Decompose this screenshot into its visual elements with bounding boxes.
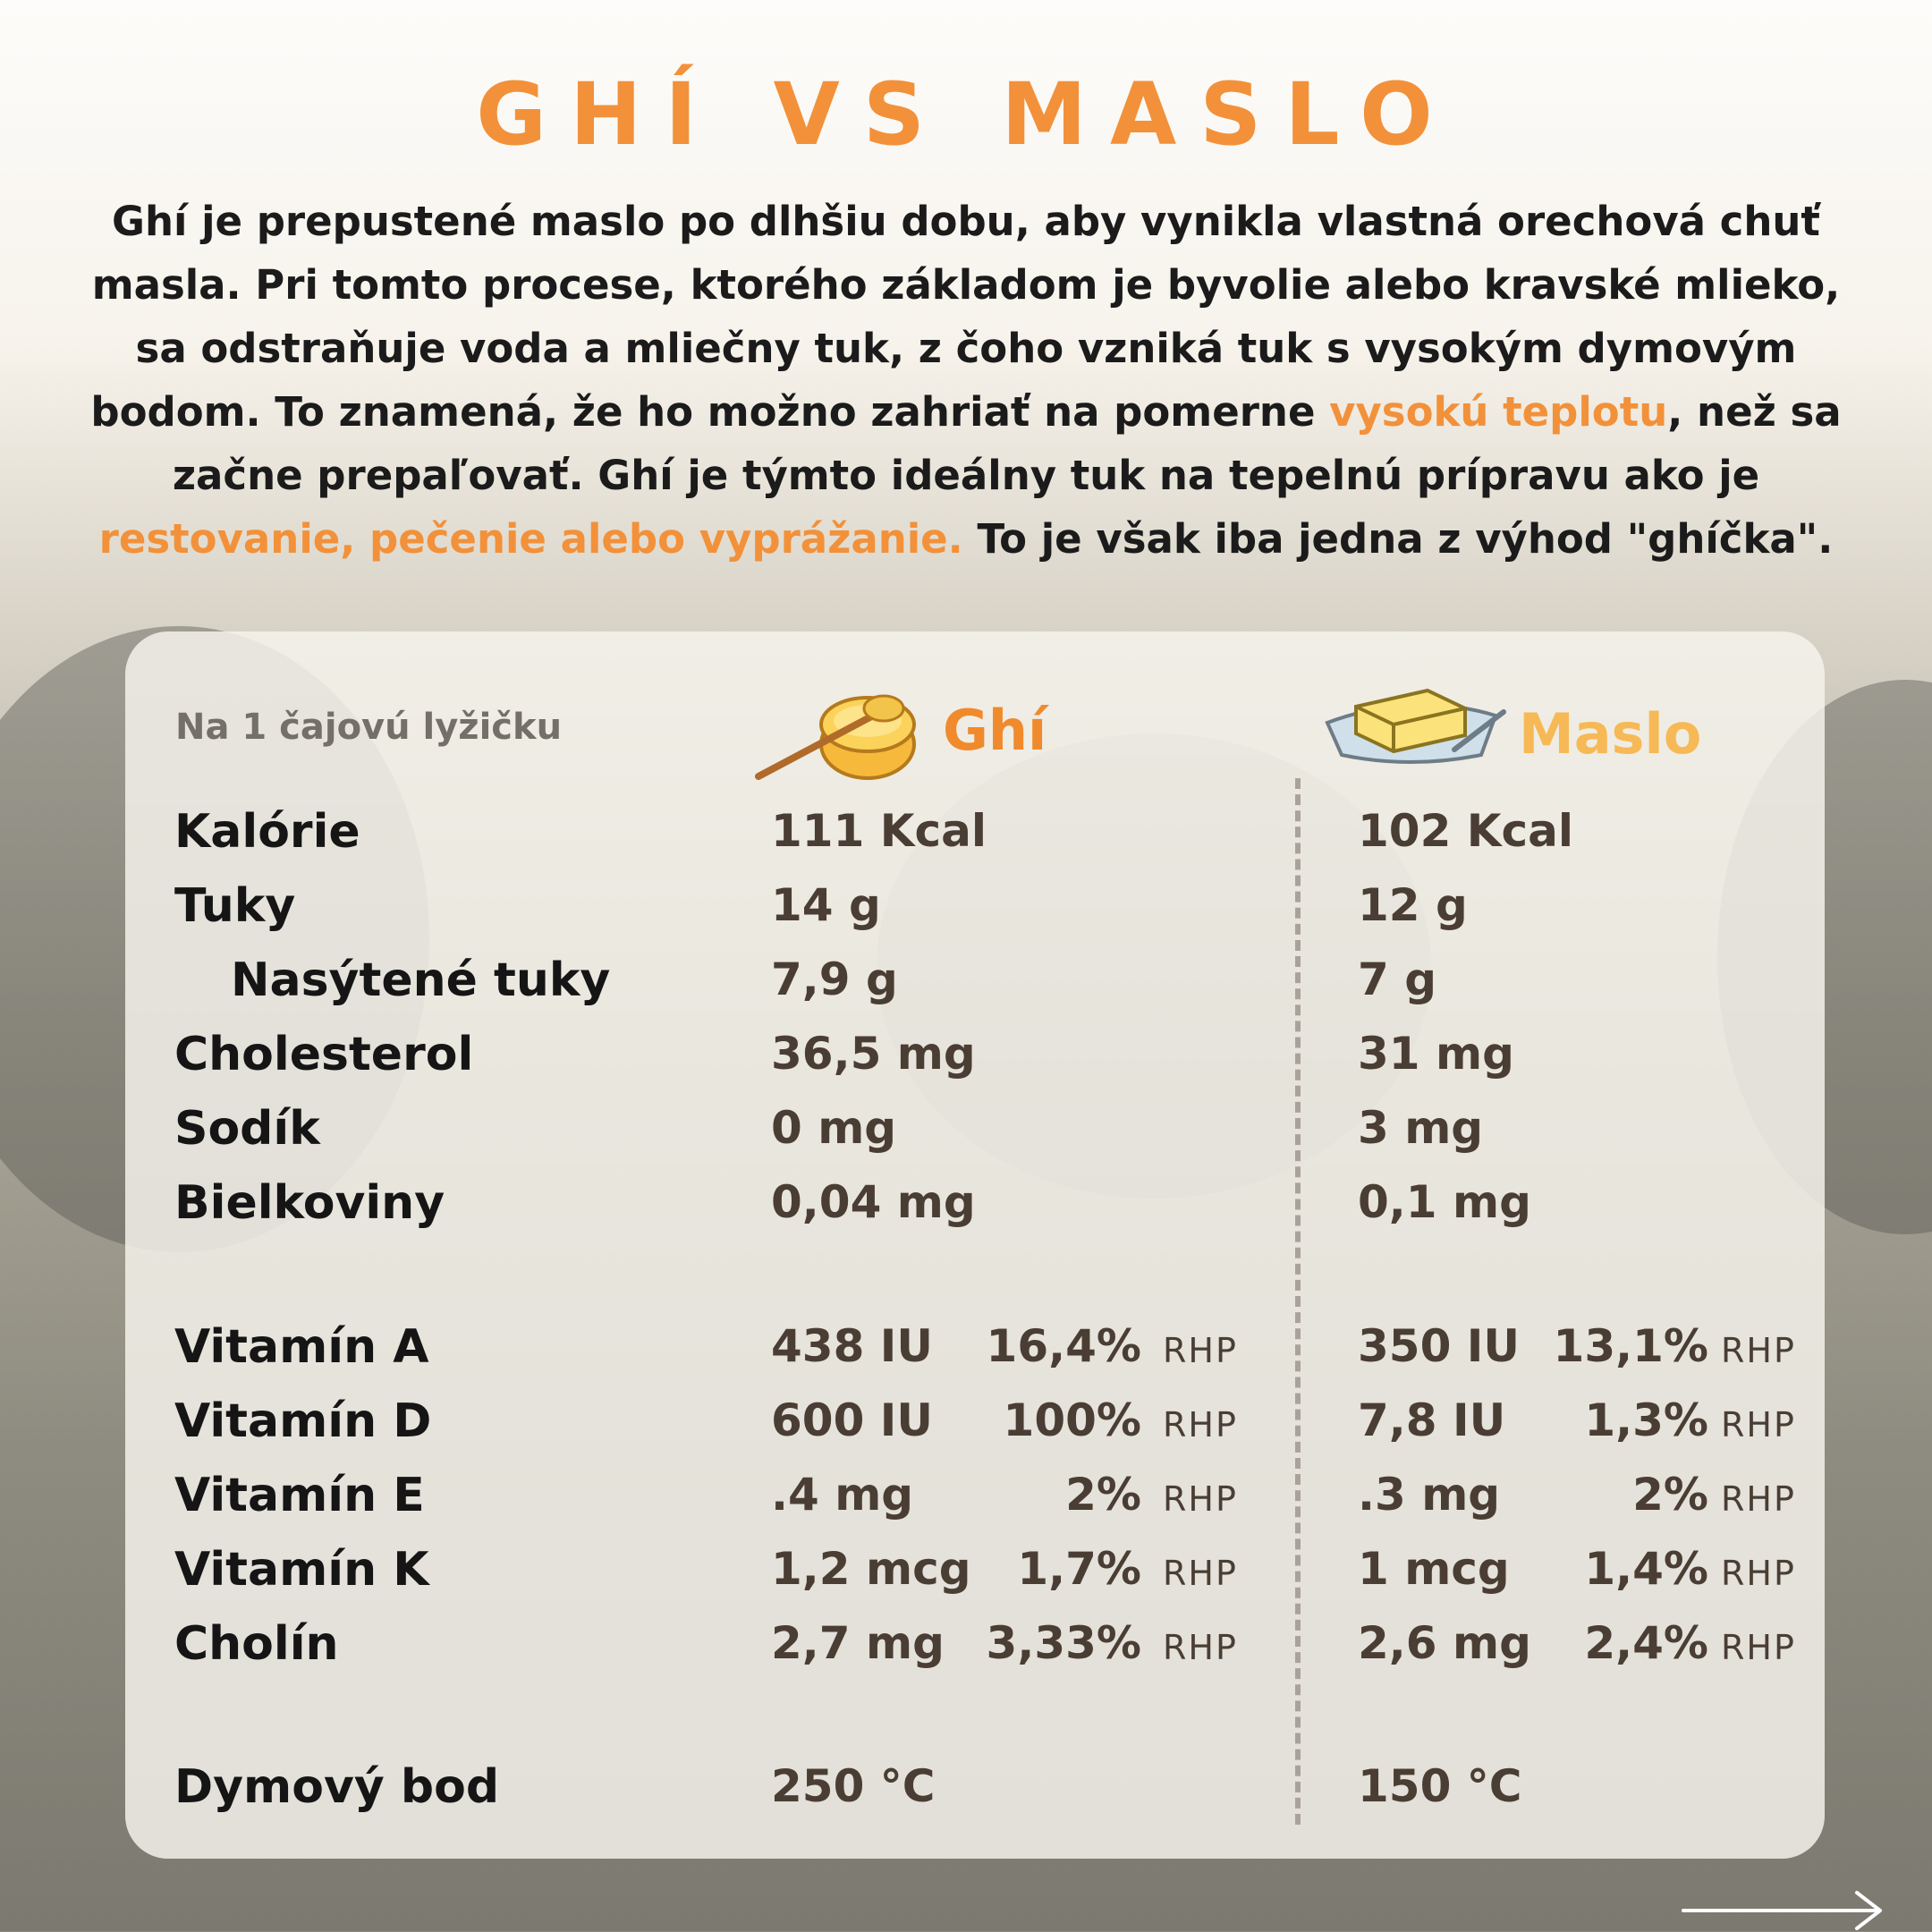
ghi-value: 0 mg <box>771 1102 897 1154</box>
comparison-card <box>125 631 1825 1859</box>
table-row: Cholesterol 36,5 mg 31 mg <box>0 1028 1932 1099</box>
row-label: Cholín <box>174 1617 339 1671</box>
maslo-value: .3 mg <box>1358 1469 1501 1521</box>
row-label: Nasýtené tuky <box>231 953 611 1007</box>
column-header-maslo: Maslo <box>1519 701 1702 767</box>
rhp-label: RHP <box>1721 1628 1796 1667</box>
ghi-percent: 2% <box>1065 1469 1141 1521</box>
maslo-value: 2,6 mg <box>1358 1617 1531 1669</box>
background-sky <box>0 0 1932 376</box>
ghi-percent: 1,7% <box>1017 1543 1141 1595</box>
vitamin-row: Vitamín A 438 IU 16,4% RHP 350 IU 13,1% … <box>0 1320 1932 1392</box>
rhp-label: RHP <box>1721 1405 1796 1445</box>
maslo-percent: 13,1% <box>1553 1320 1708 1372</box>
row-label: Vitamín E <box>174 1469 425 1522</box>
intro-highlight-1: vysokú teplotu <box>1329 388 1668 436</box>
ghi-value: 111 Kcal <box>771 805 987 857</box>
ghee-jar-icon <box>755 694 916 780</box>
intro-text-1: Ghí je prepustené maslo po dlhšiu dobu, … <box>90 198 1841 436</box>
maslo-percent: 2% <box>1632 1469 1708 1521</box>
table-row: Tuky 14 g 12 g <box>0 879 1932 951</box>
maslo-value: 31 mg <box>1358 1028 1514 1080</box>
row-label: Vitamín D <box>174 1394 432 1448</box>
ghi-value: 600 IU <box>771 1394 933 1446</box>
row-label: Sodík <box>174 1102 320 1156</box>
row-label: Vitamín K <box>174 1543 429 1597</box>
table-row: Sodík 0 mg 3 mg <box>0 1102 1932 1174</box>
serving-size-label: Na 1 čajovú lyžičku <box>175 707 563 748</box>
maslo-value: 102 Kcal <box>1358 805 1574 857</box>
maslo-value: 1 mcg <box>1358 1543 1510 1595</box>
maslo-value: 150 °C <box>1358 1760 1522 1812</box>
ghi-percent: 16,4% <box>986 1320 1141 1372</box>
vitamin-row: Vitamín D 600 IU 100% RHP 7,8 IU 1,3% RH… <box>0 1394 1932 1466</box>
ghi-value: 1,2 mcg <box>771 1543 971 1595</box>
vitamin-row: Vitamín E .4 mg 2% RHP .3 mg 2% RHP <box>0 1469 1932 1540</box>
intro-text-3: To je však iba jedna z výhod "ghíčka". <box>962 515 1834 563</box>
maslo-value: 350 IU <box>1358 1320 1520 1372</box>
next-arrow-icon[interactable] <box>1678 1887 1893 1932</box>
maslo-value: 3 mg <box>1358 1102 1484 1154</box>
rhp-label: RHP <box>1163 1331 1238 1370</box>
row-label: Bielkoviny <box>174 1176 445 1230</box>
intro-text-2: , než sa začne prepaľovať. Ghí je týmto … <box>172 388 1842 499</box>
ghi-value: 36,5 mg <box>771 1028 976 1080</box>
rhp-label: RHP <box>1163 1628 1238 1667</box>
intro-highlight-2: restovanie, pečenie alebo vyprážanie. <box>98 515 963 563</box>
rhp-label: RHP <box>1163 1479 1238 1519</box>
maslo-value: 7,8 IU <box>1358 1394 1506 1446</box>
table-row: Nasýtené tuky 7,9 g 7 g <box>0 953 1932 1025</box>
rhp-label: RHP <box>1721 1554 1796 1593</box>
maslo-value: 7 g <box>1358 953 1436 1005</box>
ghi-value: 438 IU <box>771 1320 933 1372</box>
maslo-percent: 2,4% <box>1584 1617 1708 1669</box>
vitamin-row: Cholín 2,7 mg 3,33% RHP 2,6 mg 2,4% RHP <box>0 1617 1932 1689</box>
intro-paragraph: Ghí je prepustené maslo po dlhšiu dobu, … <box>63 190 1869 571</box>
maslo-percent: 1,3% <box>1584 1394 1708 1446</box>
column-header-ghi: Ghí <box>943 698 1047 763</box>
ghi-percent: 100% <box>1003 1394 1141 1446</box>
row-label: Vitamín A <box>174 1320 429 1374</box>
column-divider <box>1295 778 1301 1825</box>
ghi-value: .4 mg <box>771 1469 914 1521</box>
ghi-value: 250 °C <box>771 1760 936 1812</box>
table-row: Bielkoviny 0,04 mg 0,1 mg <box>0 1176 1932 1248</box>
rhp-label: RHP <box>1163 1405 1238 1445</box>
rhp-label: RHP <box>1721 1479 1796 1519</box>
page-title: GHÍ VS MASLO <box>476 64 1456 165</box>
vitamin-row: Vitamín K 1,2 mcg 1,7% RHP 1 mcg 1,4% RH… <box>0 1543 1932 1614</box>
row-label: Cholesterol <box>174 1028 474 1081</box>
table-row: Kalórie 111 Kcal 102 Kcal <box>0 805 1932 877</box>
maslo-value: 12 g <box>1358 879 1468 931</box>
ghi-value: 14 g <box>771 879 881 931</box>
butter-dish-icon <box>1325 688 1506 764</box>
rhp-label: RHP <box>1721 1331 1796 1370</box>
row-label: Kalórie <box>174 805 360 859</box>
rhp-label: RHP <box>1163 1554 1238 1593</box>
row-label: Tuky <box>174 879 296 933</box>
row-label: Dymový bod <box>174 1760 500 1814</box>
ghi-value: 2,7 mg <box>771 1617 945 1669</box>
smoke-point-row: Dymový bod 250 °C 150 °C <box>0 1760 1932 1832</box>
ghi-percent: 3,33% <box>986 1617 1141 1669</box>
maslo-percent: 1,4% <box>1584 1543 1708 1595</box>
ghi-value: 7,9 g <box>771 953 898 1005</box>
ghi-value: 0,04 mg <box>771 1176 976 1228</box>
maslo-value: 0,1 mg <box>1358 1176 1531 1228</box>
